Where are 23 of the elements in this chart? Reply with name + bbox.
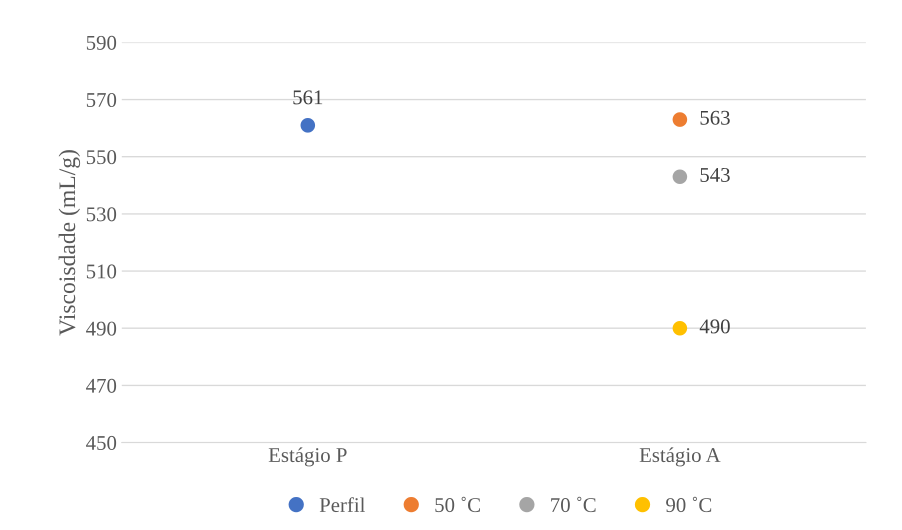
point: [300, 118, 316, 133]
point: [672, 320, 688, 336]
data-label: 561: [293, 90, 322, 104]
y-tick-label: 590: [86, 36, 116, 50]
legend-label: Perfil: [320, 497, 366, 512]
legend-label: 70 ˚C: [551, 496, 596, 512]
y-tick-label: 450: [86, 436, 116, 450]
y-tick-label: 570: [86, 92, 116, 107]
point: [672, 169, 688, 184]
y-tick-label: 550: [86, 150, 116, 164]
y-tick-label: 490: [86, 322, 116, 336]
x-tick-label: Estágio P: [268, 447, 347, 466]
legend-label: 90 ˚C: [666, 496, 712, 512]
data-label: 490: [700, 319, 730, 334]
data-label: 563: [700, 110, 730, 125]
legend-label: 50 ˚C: [435, 496, 480, 512]
y-axis-title: Viscoisdade (mL/g): [58, 150, 80, 336]
y-tick-label: 530: [86, 207, 116, 222]
point: [672, 112, 688, 127]
data-label: 543: [700, 168, 730, 182]
y-tick-label: 510: [86, 264, 116, 278]
y-tick-label: 470: [86, 378, 116, 393]
x-tick-label: Estágio A: [640, 447, 721, 466]
